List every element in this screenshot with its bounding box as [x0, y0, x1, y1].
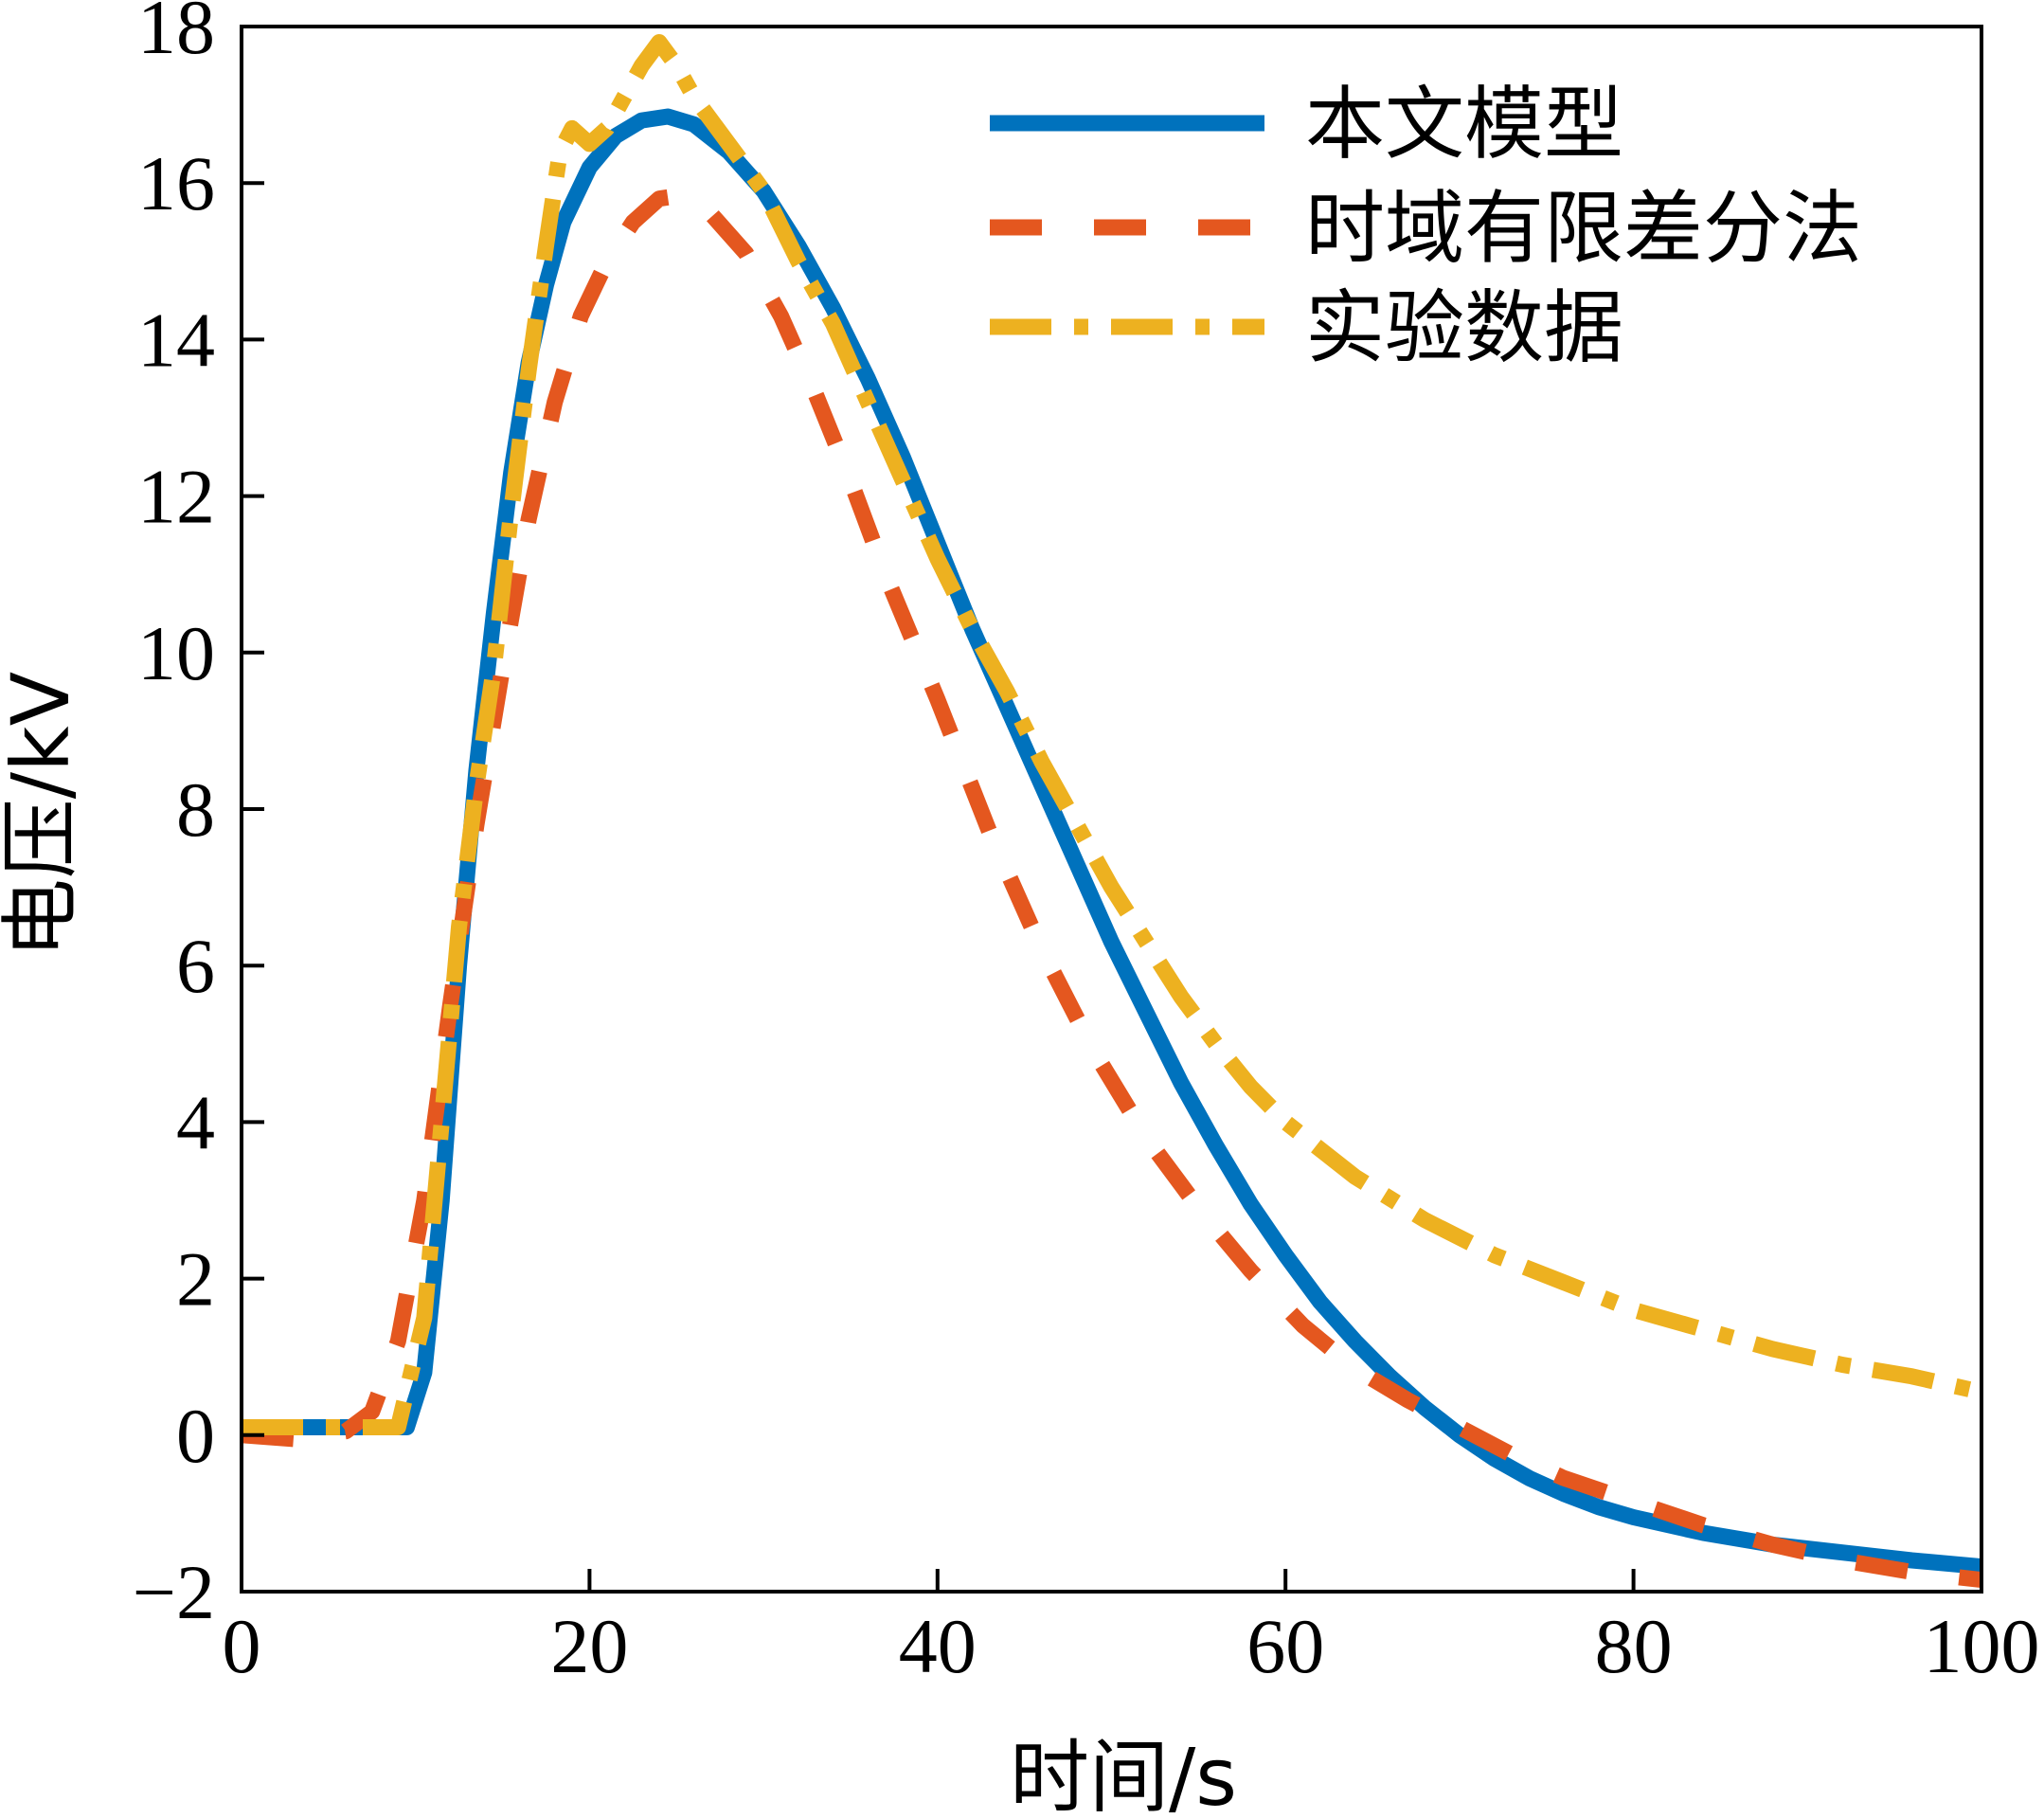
- x-tick-label: 60: [1246, 1603, 1324, 1689]
- x-tick-label: 40: [899, 1603, 977, 1689]
- y-tick-label: 4: [176, 1079, 215, 1165]
- plot-lines: [241, 34, 1983, 1589]
- x-tick-label: 80: [1595, 1603, 1673, 1689]
- legend-label-1: 本文模型: [1305, 78, 1623, 171]
- x-axis-title: 时间/s: [1010, 1731, 1237, 1819]
- legend-label-3: 实验数据: [1305, 281, 1623, 374]
- y-tick-label: 0: [176, 1393, 215, 1479]
- x-tick-label: 0: [223, 1603, 261, 1689]
- x-tick-label: 20: [550, 1603, 628, 1689]
- series-line-3: [242, 34, 1983, 1435]
- y-tick-label: 10: [137, 610, 215, 696]
- y-tick-label: −2: [133, 1549, 215, 1635]
- y-tick-label: 16: [137, 140, 215, 226]
- x-tick-label: 100: [1924, 1603, 2040, 1689]
- y-axis-title: 电压/kV: [0, 672, 87, 958]
- tick-marks: [240, 25, 1983, 1594]
- y-tick-label: 18: [137, 0, 215, 70]
- y-tick-label: 12: [137, 454, 215, 540]
- y-tick-label: 6: [176, 923, 215, 1009]
- legend-label-2: 时域有限差分法: [1305, 182, 1862, 275]
- y-tick-label: 14: [137, 297, 215, 383]
- y-tick-label: 8: [176, 766, 215, 853]
- y-tick-label: 2: [176, 1236, 215, 1323]
